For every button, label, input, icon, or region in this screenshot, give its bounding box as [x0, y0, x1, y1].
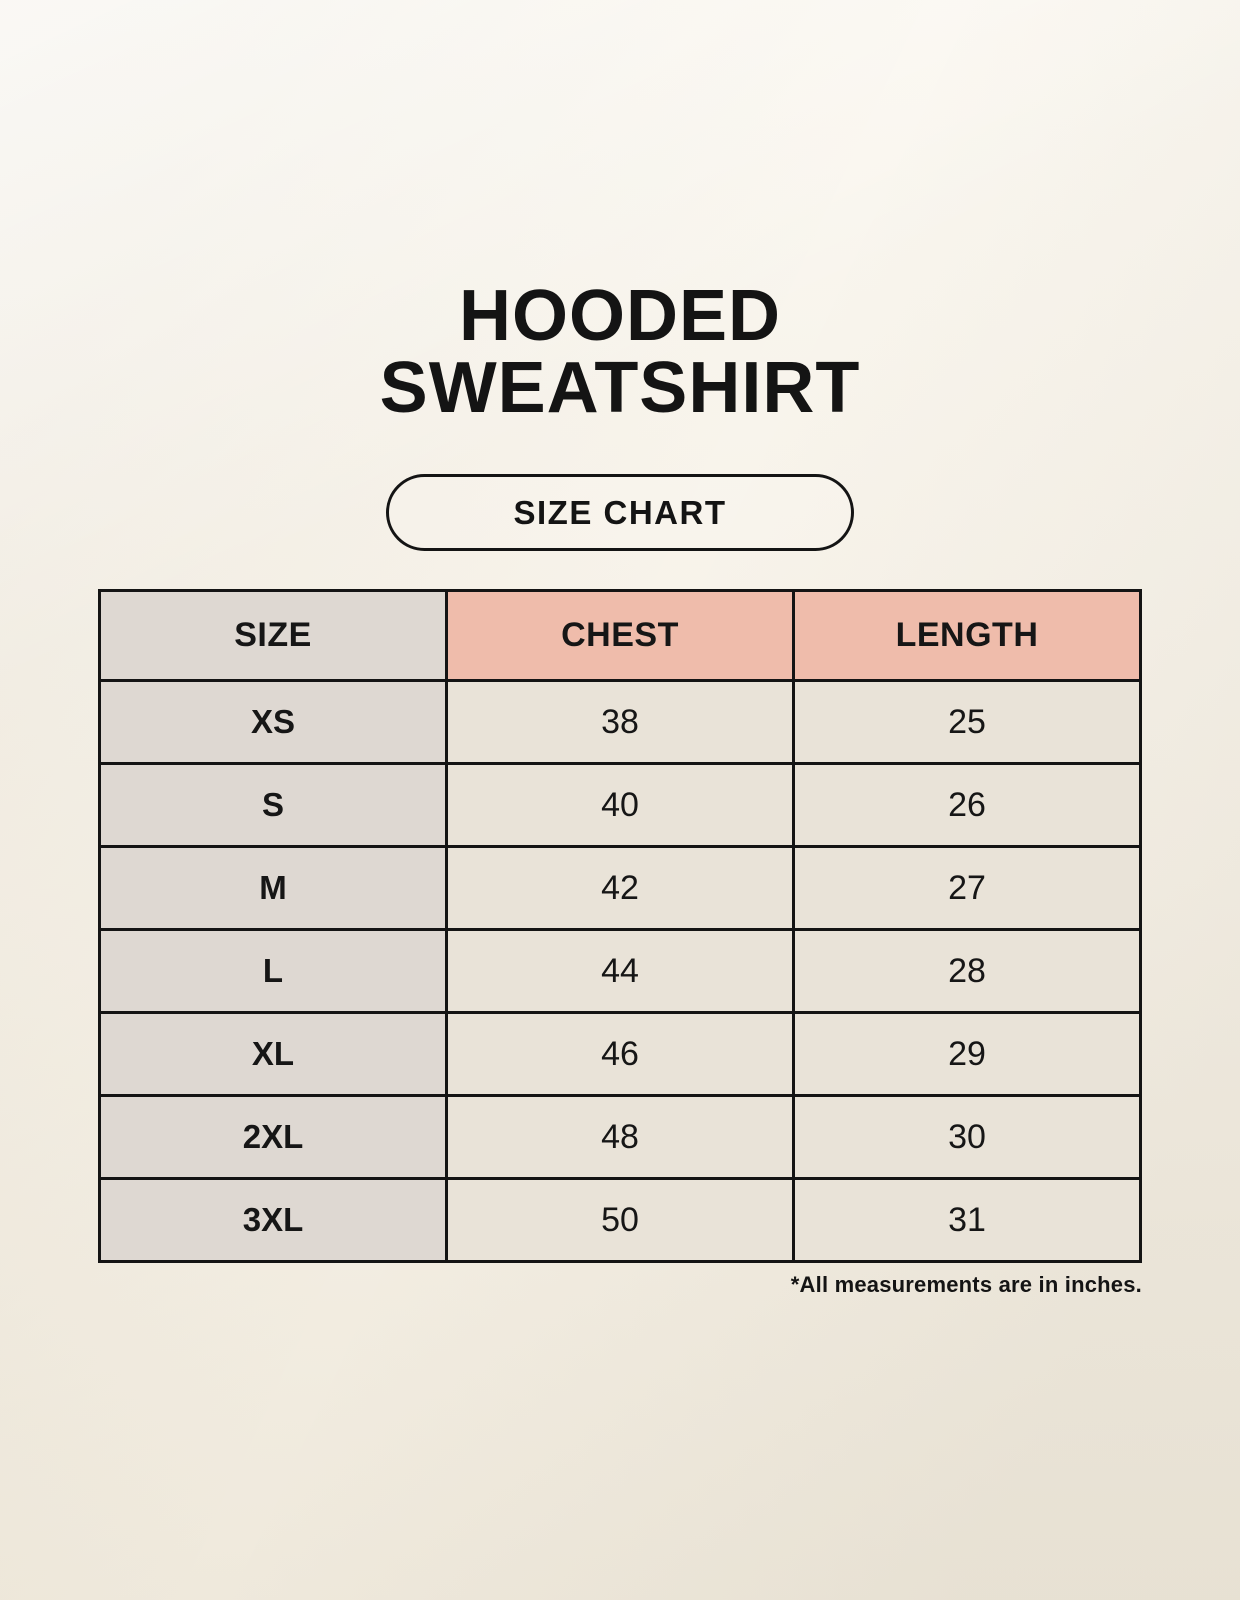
size-chart-badge: SIZE CHART — [386, 474, 854, 551]
table-row: M 42 27 — [98, 845, 1142, 931]
size-chart-table: SIZE CHEST LENGTH XS 38 25 S 40 26 M — [98, 589, 1142, 1263]
table-row: 3XL 50 31 — [98, 1177, 1142, 1263]
length-value-s: 26 — [792, 762, 1142, 848]
table-row: 2XL 48 30 — [98, 1094, 1142, 1180]
column-header-size: SIZE — [98, 589, 448, 682]
table-header-row: SIZE CHEST LENGTH — [98, 589, 1142, 682]
length-value-m: 27 — [792, 845, 1142, 931]
size-label-3xl: 3XL — [98, 1177, 448, 1263]
chest-value-s: 40 — [445, 762, 795, 848]
page-title: HOODED SWEATSHIRT — [0, 280, 1240, 424]
length-value-3xl: 31 — [792, 1177, 1142, 1263]
chest-value-2xl: 48 — [445, 1094, 795, 1180]
length-value-2xl: 30 — [792, 1094, 1142, 1180]
chest-value-xl: 46 — [445, 1011, 795, 1097]
size-label-xl: XL — [98, 1011, 448, 1097]
size-chart-badge-label: SIZE CHART — [513, 493, 727, 531]
size-label-xs: XS — [98, 679, 448, 765]
size-chart-table-container: SIZE CHEST LENGTH XS 38 25 S 40 26 M — [98, 589, 1142, 1298]
column-header-length: LENGTH — [792, 589, 1142, 682]
column-header-chest: CHEST — [445, 589, 795, 682]
length-value-xl: 29 — [792, 1011, 1142, 1097]
table-body: XS 38 25 S 40 26 M 42 27 L 44 28 — [98, 679, 1142, 1263]
size-chart-page: HOODED SWEATSHIRT SIZE CHART SIZE CHEST … — [0, 280, 1240, 1298]
chest-value-3xl: 50 — [445, 1177, 795, 1263]
table-header: SIZE CHEST LENGTH — [98, 589, 1142, 682]
size-label-l: L — [98, 928, 448, 1014]
chest-value-xs: 38 — [445, 679, 795, 765]
table-row: XS 38 25 — [98, 679, 1142, 765]
table-row: S 40 26 — [98, 762, 1142, 848]
page-title-line1: HOODED — [458, 276, 782, 356]
table-row: L 44 28 — [98, 928, 1142, 1014]
length-value-xs: 25 — [792, 679, 1142, 765]
page-title-line2: SWEATSHIRT — [379, 348, 861, 428]
size-label-s: S — [98, 762, 448, 848]
measurements-footnote: *All measurements are in inches. — [790, 1272, 1142, 1297]
chest-value-m: 42 — [445, 845, 795, 931]
size-label-2xl: 2XL — [98, 1094, 448, 1180]
table-row: XL 46 29 — [98, 1011, 1142, 1097]
length-value-l: 28 — [792, 928, 1142, 1014]
chest-value-l: 44 — [445, 928, 795, 1014]
size-label-m: M — [98, 845, 448, 931]
